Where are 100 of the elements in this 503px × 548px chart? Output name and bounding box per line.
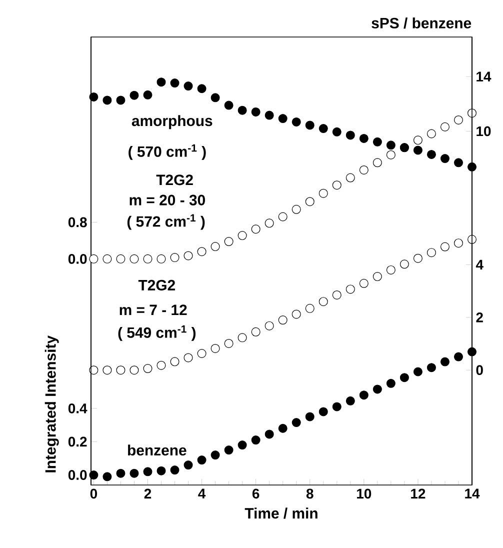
point: [278, 424, 288, 433]
point: [143, 467, 152, 476]
point: [102, 366, 112, 375]
y2-tick-label: 14: [476, 72, 492, 82]
point: [426, 248, 436, 258]
point: [184, 353, 193, 362]
point: [130, 468, 139, 478]
point: [278, 316, 288, 325]
point: [251, 327, 260, 336]
annotation: benzene: [128, 444, 186, 456]
point: [210, 450, 220, 460]
point: [130, 90, 139, 100]
point: [156, 78, 166, 87]
point: [210, 242, 220, 252]
point: [386, 150, 396, 160]
point: [468, 162, 477, 172]
point: [359, 165, 368, 174]
point: [264, 218, 274, 228]
annotation: ( 570 cm$^{-1}$ ): [128, 144, 206, 160]
annotation: T2G2: [138, 280, 175, 290]
point: [454, 238, 463, 248]
point: [251, 224, 260, 234]
point: [400, 260, 409, 269]
point: [170, 78, 180, 88]
y2-tick-label: 0: [476, 365, 483, 376]
point: [130, 254, 139, 264]
y-tick-label: 0.2: [68, 436, 87, 447]
x-tick-label: 10: [357, 488, 372, 499]
annotation: ( 549 cm$^{-1}$ ): [118, 325, 196, 341]
y-axis-title: Integrated Intensity: [44, 336, 59, 472]
point: [426, 363, 436, 372]
chart-title: sPS / benzene: [372, 17, 472, 29]
annotation: m = 20 - 30: [130, 194, 205, 206]
y-tick-label: 0.0: [68, 254, 87, 264]
point: [251, 107, 260, 116]
point: [238, 106, 247, 115]
point: [386, 140, 396, 150]
point: [332, 290, 342, 300]
point: [332, 180, 342, 190]
y-tick-label: 0.4: [68, 403, 88, 414]
point: [238, 440, 247, 450]
y2-tick-label: 4: [476, 260, 484, 270]
point: [143, 90, 152, 100]
point: [413, 136, 422, 145]
x-tick-label: 12: [411, 488, 426, 498]
x-tick-label: 14: [465, 488, 480, 498]
point: [454, 115, 463, 124]
point: [156, 254, 166, 264]
y-tick-label: 0.0: [68, 470, 87, 480]
y-tick-label: 0.8: [68, 217, 87, 228]
point: [426, 150, 436, 159]
point: [305, 197, 314, 206]
x-tick-label: 4: [198, 488, 206, 498]
x-tick-label: 8: [306, 488, 314, 499]
point: [264, 321, 274, 330]
point: [116, 96, 126, 105]
point: [292, 204, 301, 214]
point: [102, 96, 112, 105]
point: [426, 129, 436, 138]
point: [318, 407, 328, 416]
point: [359, 278, 368, 288]
x-axis-title: Time / min: [244, 508, 318, 519]
point: [359, 390, 368, 400]
point: [102, 472, 112, 482]
point: [372, 158, 382, 168]
point: [116, 366, 126, 375]
x-tick-label: 6: [252, 488, 260, 499]
point: [372, 137, 382, 146]
point: [292, 117, 301, 126]
point: [400, 373, 409, 382]
y2-tick-label: 2: [476, 312, 483, 322]
point: [210, 344, 220, 353]
point: [156, 466, 166, 476]
point: [305, 412, 314, 422]
point: [170, 466, 180, 475]
point: [359, 134, 368, 143]
point: [143, 254, 152, 264]
annotation: ( 572 cm$^{-1}$ ): [127, 214, 205, 230]
point: [224, 446, 234, 455]
annotation: m = 7 - 12: [120, 304, 187, 316]
point: [292, 310, 301, 319]
point: [224, 237, 234, 246]
point: [278, 114, 288, 124]
point: [184, 460, 193, 470]
point: [413, 254, 422, 263]
point: [413, 367, 422, 376]
point: [210, 93, 220, 102]
point: [346, 396, 355, 406]
point: [440, 122, 450, 132]
point: [170, 357, 180, 366]
point: [116, 468, 126, 478]
point: [170, 253, 180, 262]
x-tick-label: 2: [144, 488, 152, 498]
point: [346, 173, 355, 182]
point: [318, 297, 328, 306]
point: [224, 100, 234, 110]
x-tick-label: 0: [90, 488, 98, 499]
point: [224, 338, 234, 348]
point: [454, 352, 463, 362]
point: [440, 357, 450, 366]
